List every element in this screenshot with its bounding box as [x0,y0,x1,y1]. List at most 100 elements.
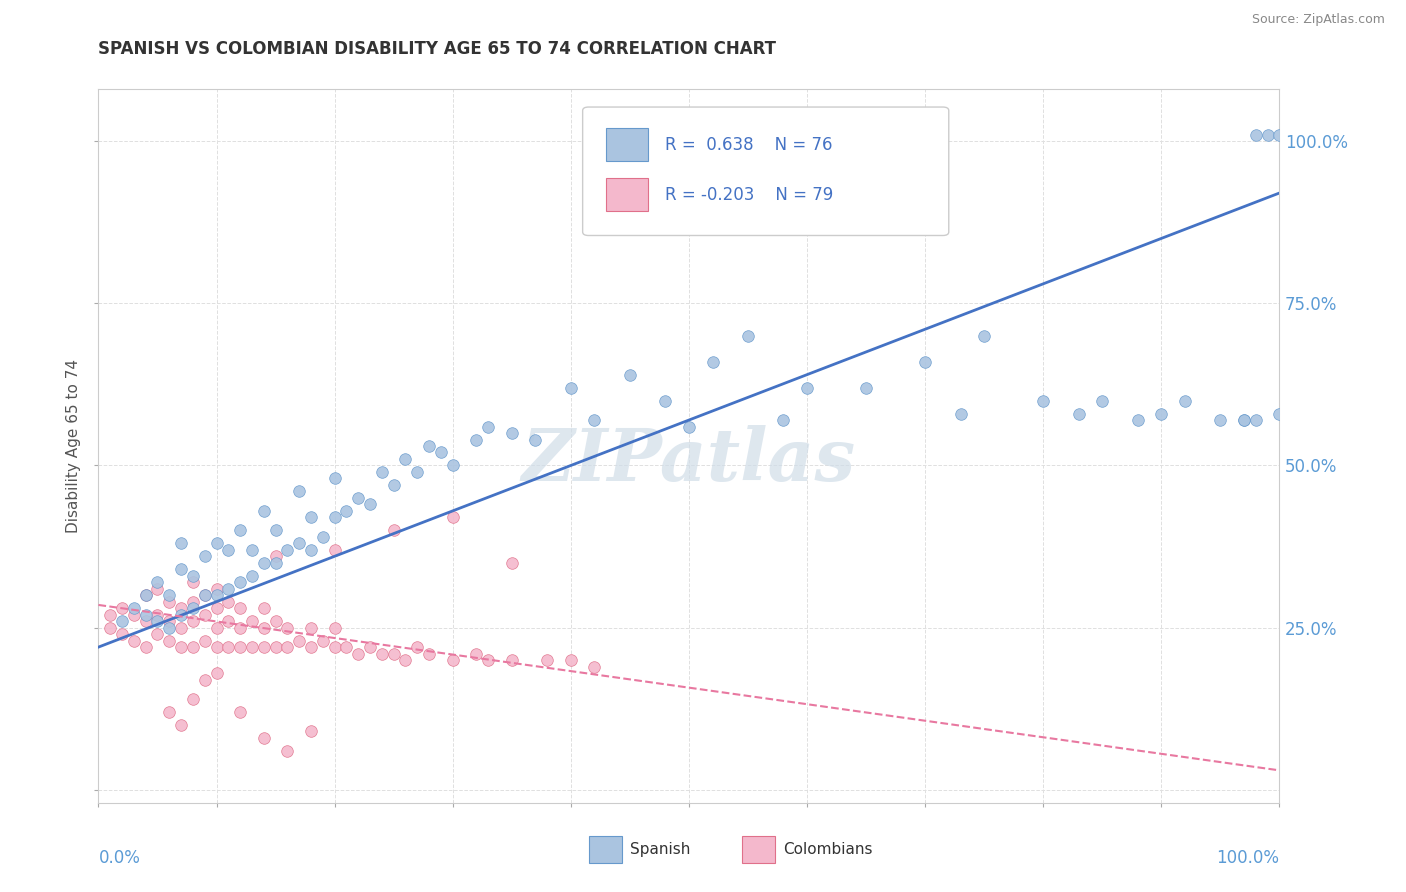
Text: Spanish: Spanish [630,842,690,856]
Point [181,692,204,706]
Point [111,601,134,615]
Point [973,328,995,343]
Point [181,568,204,582]
Point [678,419,700,434]
Point [122,607,145,622]
Point [181,640,204,654]
Point [181,595,204,609]
Point [441,510,464,524]
Point [382,524,405,538]
Point [1032,393,1054,408]
Point [181,575,204,590]
Point [240,614,263,628]
Point [229,575,252,590]
Point [465,433,488,447]
Point [299,640,322,654]
Point [264,556,287,570]
Point [312,633,335,648]
Point [501,425,523,440]
Point [111,627,134,641]
Point [146,614,169,628]
Point [394,452,416,467]
Point [157,588,180,602]
Point [583,659,606,673]
Point [217,542,239,557]
Point [194,588,217,602]
Point [335,504,357,518]
Point [264,640,287,654]
Point [135,588,157,602]
Text: Colombians: Colombians [783,842,873,856]
Point [371,647,394,661]
Point [347,647,370,661]
Point [299,724,322,739]
Point [382,478,405,492]
Point [335,640,357,654]
Point [229,601,252,615]
Point [619,368,641,382]
Point [914,354,936,368]
Point [276,744,298,758]
Y-axis label: Disability Age 65 to 74: Disability Age 65 to 74 [66,359,82,533]
Point [441,458,464,473]
Point [98,607,121,622]
Point [276,542,298,557]
Point [217,640,239,654]
Point [135,640,157,654]
Point [194,607,217,622]
Point [418,439,440,453]
Point [347,491,370,505]
Point [240,640,263,654]
Point [371,465,394,479]
Point [98,621,121,635]
Bar [606,128,648,161]
Point [240,542,263,557]
Point [135,607,157,622]
Point [229,621,252,635]
Point [170,718,193,732]
Point [181,614,204,628]
Bar [589,836,621,863]
Point [170,607,193,622]
Point [135,614,157,628]
Point [1268,407,1291,421]
Point [702,354,724,368]
Point [560,653,582,667]
Point [170,621,193,635]
Point [654,393,676,408]
Point [217,595,239,609]
Bar [606,178,648,211]
Point [264,614,287,628]
Point [157,614,180,628]
Point [299,510,322,524]
Point [170,536,193,550]
Point [288,484,311,499]
Point [441,653,464,667]
Point [157,633,180,648]
Point [382,647,405,661]
Point [229,524,252,538]
Point [253,504,276,518]
Point [359,497,381,511]
Point [583,413,606,427]
Point [205,666,228,681]
Point [253,621,276,635]
Point [181,601,204,615]
Point [772,413,794,427]
Point [323,471,346,485]
Point [122,601,145,615]
Text: SPANISH VS COLOMBIAN DISABILITY AGE 65 TO 74 CORRELATION CHART: SPANISH VS COLOMBIAN DISABILITY AGE 65 T… [98,40,776,58]
Point [1150,407,1173,421]
Point [135,588,157,602]
Point [146,627,169,641]
Point [146,575,169,590]
Point [205,601,228,615]
Point [229,705,252,719]
Point [1244,128,1267,142]
Point [394,653,416,667]
Point [477,419,499,434]
FancyBboxPatch shape [582,107,949,235]
Point [855,381,877,395]
Point [477,653,499,667]
Point [194,673,217,687]
